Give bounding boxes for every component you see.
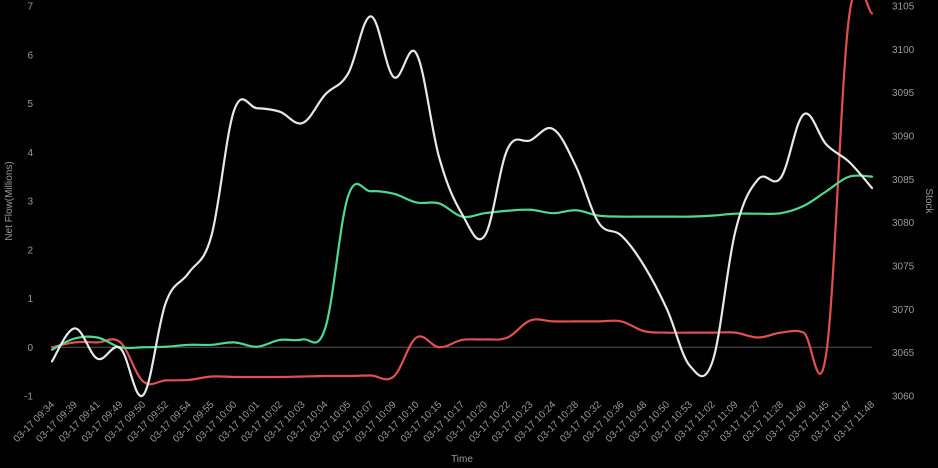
y-left-tick-label: 7: [27, 2, 33, 13]
y-left-tick-label: 1: [27, 294, 33, 305]
y-left-tick-label: 5: [27, 99, 33, 110]
y-right-tick-label: 3080: [892, 218, 915, 229]
y-left-tick-label: 2: [27, 245, 33, 256]
y-axis-right-title: Stock: [923, 188, 934, 214]
series-line-1: [50, 15, 874, 398]
y-right-tick-label: 3075: [892, 262, 915, 273]
y-left-tick-label: 6: [27, 50, 33, 61]
y-right-tick-label: 3095: [892, 88, 915, 99]
y-right-tick-label: 3105: [892, 2, 915, 13]
x-axis-title: Time: [451, 454, 473, 465]
y-right-tick-label: 3065: [892, 348, 915, 359]
series-line-3: [50, 0, 874, 386]
y-left-tick-label: 3: [27, 197, 33, 208]
y-right-tick-label: 3060: [892, 392, 915, 403]
y-left-tick-label: 0: [27, 343, 33, 354]
y-axis-left-title: Net Flow(Millions): [4, 161, 15, 240]
y-left-tick-label: 4: [27, 148, 33, 159]
y-right-tick-label: 3070: [892, 305, 915, 316]
y-left-tick-label: -1: [24, 392, 33, 403]
series-line-2: [50, 174, 874, 351]
y-right-tick-label: 3090: [892, 132, 915, 143]
y-right-tick-label: 3085: [892, 175, 915, 186]
y-right-tick-label: 3100: [892, 45, 915, 56]
